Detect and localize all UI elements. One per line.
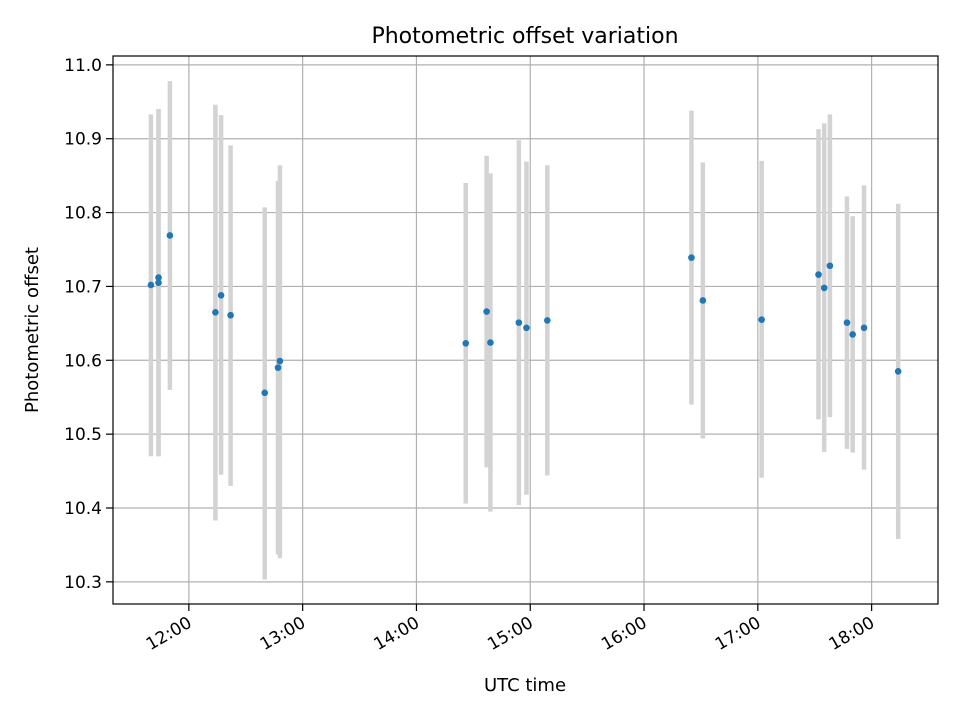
data-point [815, 271, 822, 278]
y-tick-label: 10.3 [64, 573, 102, 593]
data-point [227, 311, 234, 319]
chart-title: Photometric offset variation [371, 24, 678, 49]
data-point [166, 232, 174, 239]
data-point [523, 324, 530, 332]
data-point [483, 308, 490, 315]
data-point [462, 339, 470, 347]
data-point [894, 368, 902, 375]
data-point [758, 316, 765, 323]
data-point [843, 319, 851, 326]
y-tick-label: 10.4 [64, 499, 102, 519]
data-point [261, 389, 269, 397]
data-point [147, 281, 155, 289]
data-point [155, 274, 162, 281]
data-points [147, 232, 902, 397]
data-point [820, 284, 828, 292]
x-axis-label: UTC time [484, 675, 566, 696]
data-point [155, 279, 162, 287]
y-tick-label: 10.8 [64, 204, 102, 224]
data-point [849, 331, 856, 338]
y-tick-label: 10.5 [64, 425, 102, 445]
y-tick-label: 10.9 [64, 130, 102, 150]
data-point [826, 262, 834, 270]
y-tick-label: 10.7 [64, 277, 102, 297]
y-tick-label: 10.6 [64, 351, 102, 371]
plot-frame [112, 55, 939, 605]
data-point [487, 339, 494, 346]
data-point [688, 254, 695, 261]
data-point [860, 324, 868, 332]
data-point [699, 297, 707, 304]
data-point [212, 308, 219, 316]
y-axis-label: Photometric offset [22, 247, 43, 413]
data-point [217, 291, 225, 299]
data-point [515, 319, 523, 326]
y-tick-label: 11.0 [64, 56, 102, 76]
data-point [544, 317, 551, 324]
data-point [274, 364, 282, 371]
data-point [276, 357, 284, 365]
